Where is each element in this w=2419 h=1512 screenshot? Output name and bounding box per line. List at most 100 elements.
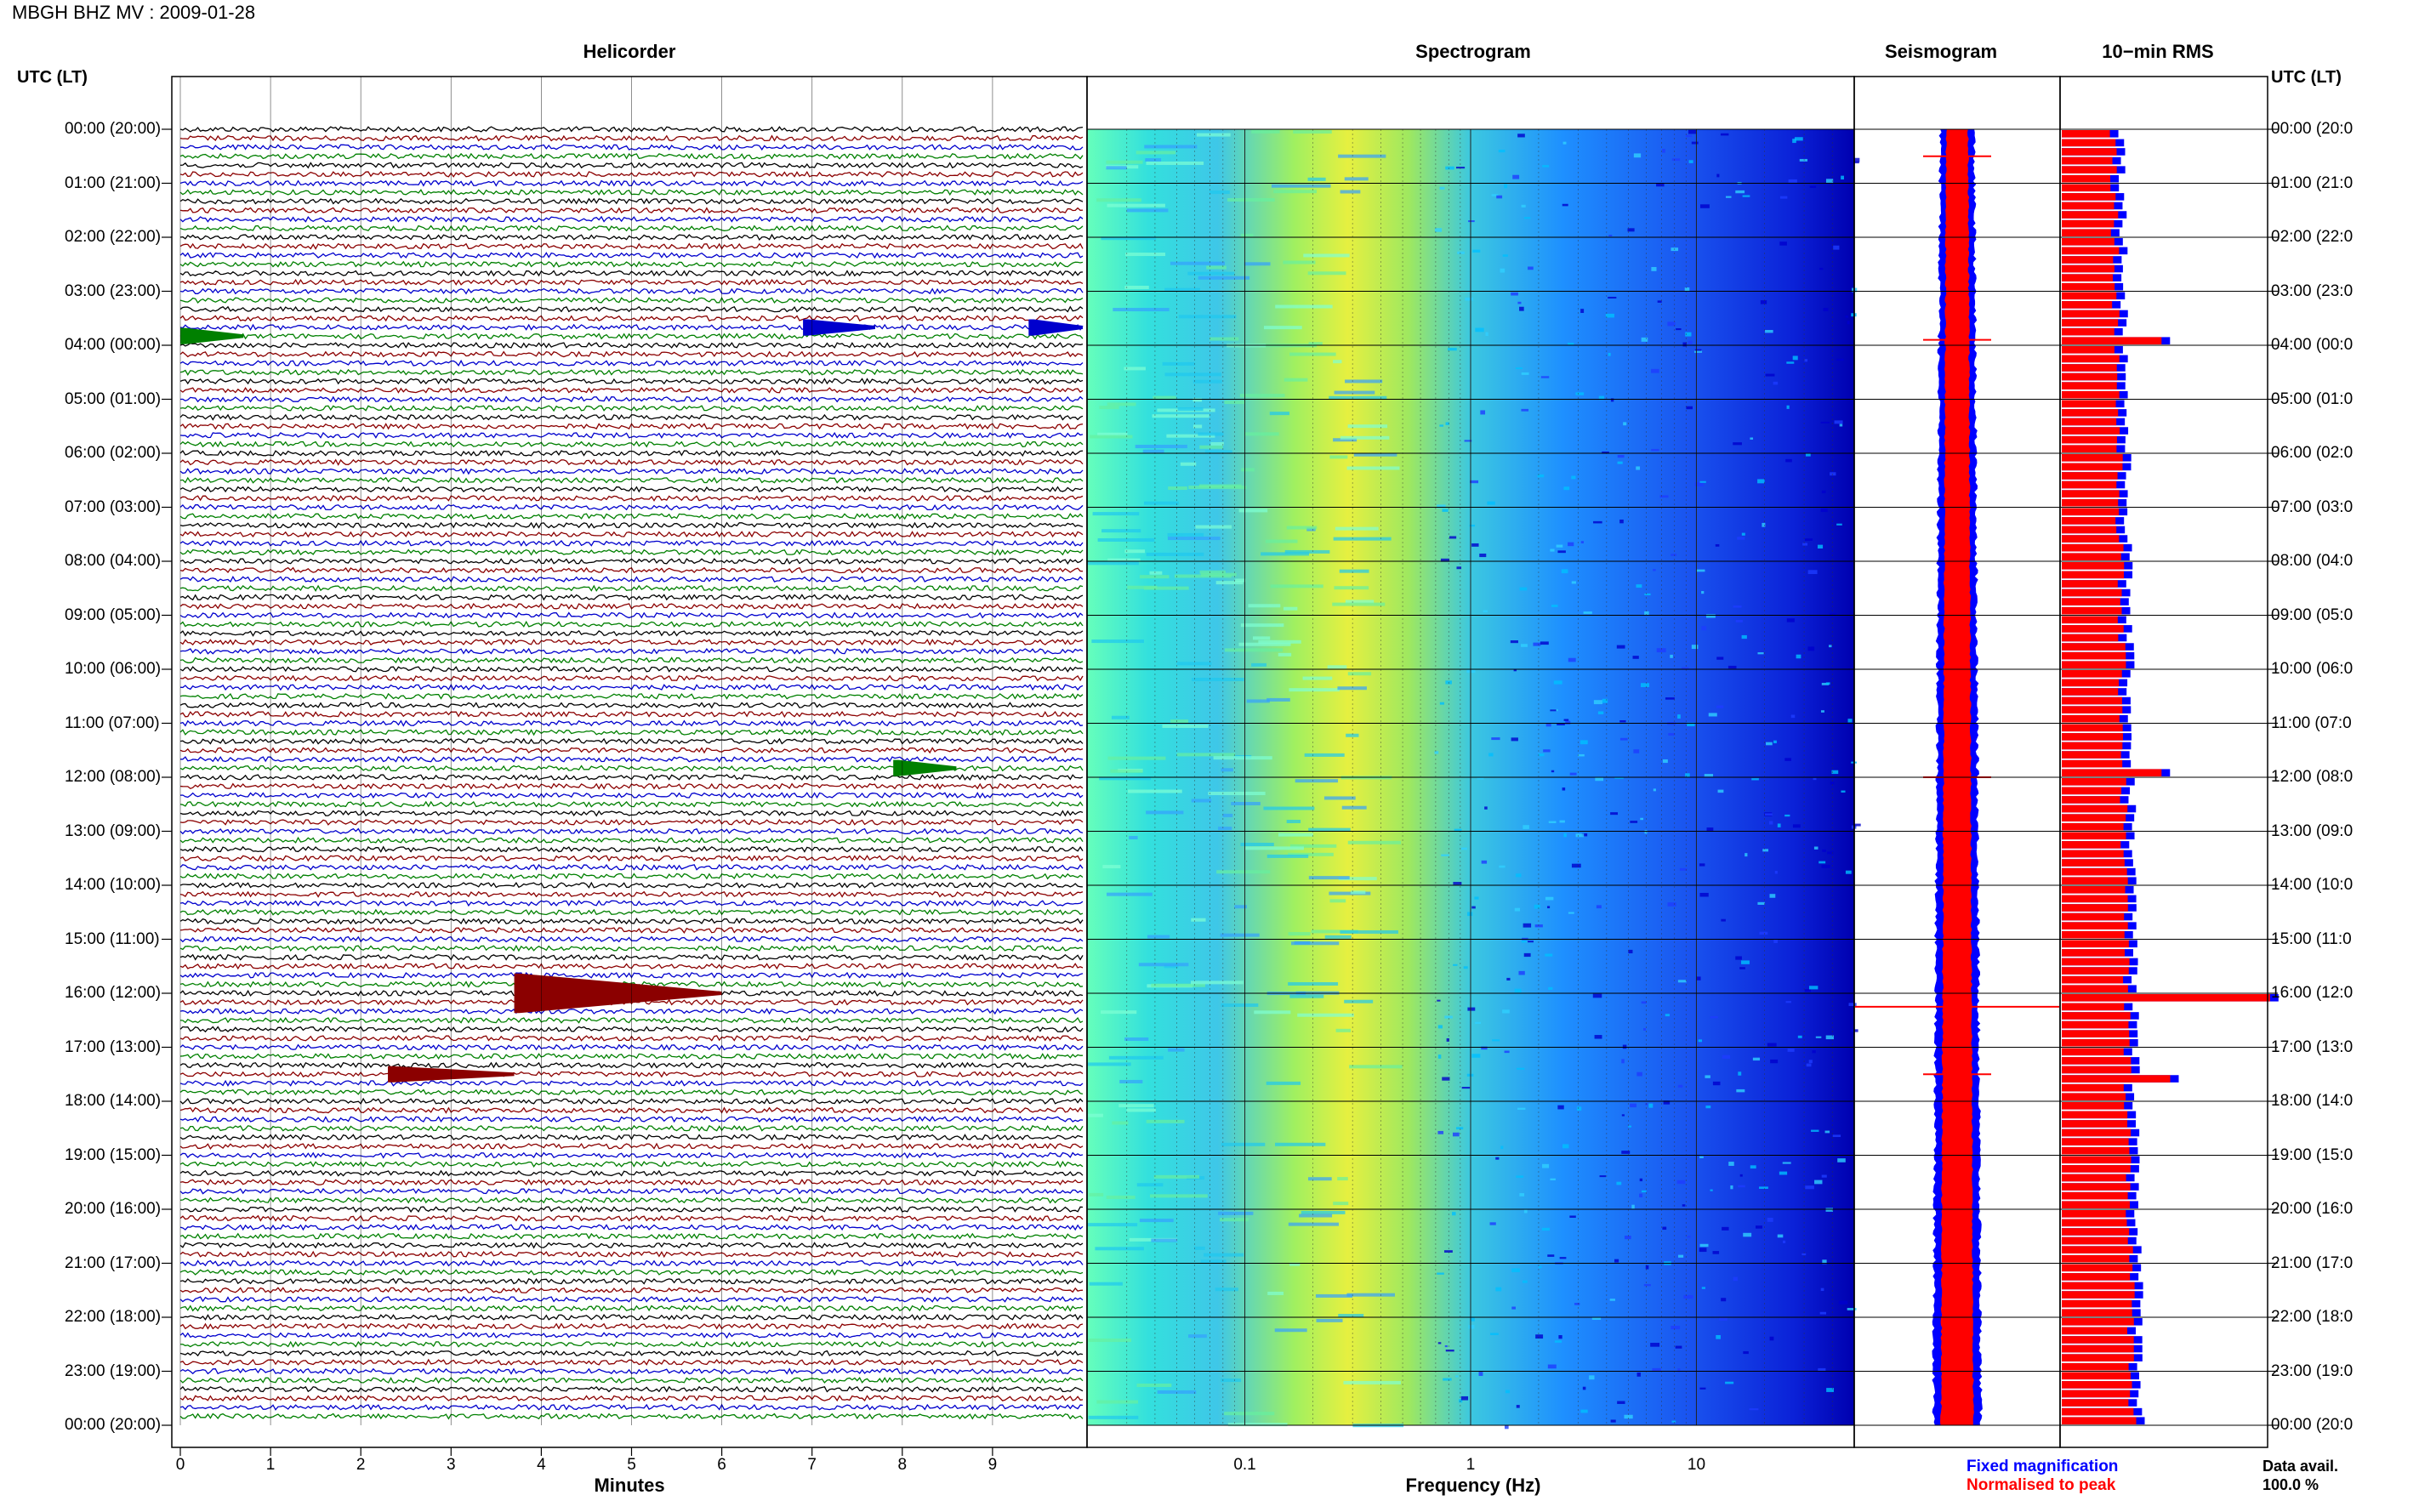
spectrogram-streak bbox=[1299, 1214, 1333, 1218]
spectrogram-streak bbox=[1204, 450, 1232, 454]
spectrogram-streak bbox=[1119, 1079, 1143, 1083]
spectrogram-speckle bbox=[1786, 361, 1795, 364]
rms-bar-normalised bbox=[2062, 930, 2125, 939]
spectrogram-streak bbox=[1275, 304, 1333, 309]
rms-bar-normalised bbox=[2062, 778, 2126, 786]
rms-bar-normalised bbox=[2062, 1318, 2134, 1326]
spectrogram-speckle bbox=[1453, 963, 1458, 966]
spectrogram-speckle bbox=[1701, 591, 1705, 594]
spectrogram-speckle bbox=[1557, 550, 1566, 554]
spectrogram-speckle bbox=[1540, 641, 1549, 645]
spectrogram-streak bbox=[1090, 435, 1133, 439]
rms-bar-normalised bbox=[2062, 841, 2121, 849]
spectrogram-speckle bbox=[1474, 896, 1479, 900]
spectrogram-speckle bbox=[1505, 1424, 1509, 1430]
time-label-left: 19:00 (15:00) bbox=[65, 1145, 162, 1164]
rms-bar-normalised bbox=[2062, 580, 2118, 588]
spectrogram-speckle bbox=[1491, 194, 1499, 196]
spectrogram-speckle bbox=[1542, 165, 1550, 168]
spectrogram-streak bbox=[1088, 1415, 1139, 1419]
spectrogram-streak bbox=[1097, 537, 1155, 542]
spectrogram-speckle bbox=[1805, 1185, 1814, 1190]
spectrogram-streak bbox=[1308, 876, 1350, 880]
spectrogram-speckle bbox=[1779, 242, 1787, 246]
spectrogram-speckle bbox=[1614, 1259, 1619, 1263]
spectrogram-speckle bbox=[1825, 1035, 1835, 1040]
rms-bar-normalised bbox=[2062, 588, 2122, 597]
spectrogram-streak bbox=[1166, 434, 1215, 438]
spectrogram-speckle bbox=[1667, 902, 1676, 907]
rms-bar-normalised bbox=[2062, 346, 2114, 354]
spectrogram-streak bbox=[1346, 733, 1359, 737]
rms-bar-normalised bbox=[2062, 796, 2120, 804]
rms-bar-normalised bbox=[2062, 958, 2130, 966]
rms-bar-normalised bbox=[2062, 390, 2120, 399]
rms-bar-normalised bbox=[2062, 625, 2124, 633]
spectrogram-speckle bbox=[1651, 448, 1659, 452]
spectrogram-streak bbox=[1164, 287, 1200, 292]
spectrogram-speckle bbox=[1760, 300, 1767, 304]
spectrogram-speckle bbox=[1557, 1105, 1564, 1110]
spectrogram-speckle bbox=[1485, 332, 1488, 337]
rms-bar-normalised bbox=[2062, 985, 2128, 992]
spectrogram-speckle bbox=[1565, 720, 1571, 725]
spectrogram-speckle bbox=[1481, 860, 1488, 864]
spectrogram-speckle bbox=[1542, 1163, 1550, 1168]
rms-bar-normalised bbox=[2062, 651, 2126, 660]
spectrogram-speckle bbox=[1682, 1204, 1686, 1207]
time-label-left: 06:00 (02:00) bbox=[65, 444, 162, 462]
spectrogram-speckle bbox=[1602, 451, 1609, 454]
spectrogram-streak bbox=[1288, 932, 1311, 936]
spectrogram-speckle bbox=[1636, 1071, 1642, 1077]
spectrogram-speckle bbox=[1687, 1236, 1691, 1238]
spectrogram-speckle bbox=[1651, 368, 1659, 373]
spectrogram-streak bbox=[1275, 1142, 1326, 1146]
spectrogram-streak bbox=[1347, 672, 1372, 676]
spectrogram-streak bbox=[1334, 390, 1375, 395]
time-label-right: 08:00 (04:0 bbox=[2271, 552, 2354, 570]
time-label-left: 00:00 (20:00) bbox=[65, 120, 162, 138]
rms-bar-normalised bbox=[2062, 409, 2119, 417]
spectrogram-speckle bbox=[1628, 1125, 1631, 1128]
spectrogram-speckle bbox=[1593, 700, 1603, 705]
spectrogram-speckle bbox=[1609, 1299, 1615, 1301]
spectrogram-speckle bbox=[1735, 190, 1745, 194]
rms-bar-normalised bbox=[2062, 238, 2114, 246]
spectrogram-speckle bbox=[1759, 1186, 1768, 1189]
spectrogram-speckle bbox=[1833, 245, 1840, 250]
spectrogram-streak bbox=[1315, 1293, 1353, 1298]
spectrogram-streak bbox=[1301, 1210, 1346, 1214]
spectrogram-streak bbox=[1286, 526, 1318, 530]
spectrogram-streak bbox=[1099, 776, 1152, 781]
spectrogram-streak bbox=[1124, 367, 1146, 371]
rms-bar-normalised bbox=[2062, 472, 2118, 480]
spectrogram-speckle bbox=[1837, 1158, 1846, 1162]
spectrogram-speckle bbox=[1796, 654, 1801, 659]
panel-frame bbox=[2059, 76, 2268, 1448]
spectrogram-streak bbox=[1334, 586, 1369, 590]
spectrogram-streak bbox=[1087, 1062, 1131, 1066]
spectrogram-speckle bbox=[1580, 309, 1585, 314]
spectrogram-streak bbox=[1124, 286, 1149, 290]
spectrogram-streak bbox=[1088, 1192, 1104, 1197]
rms-bar-normalised bbox=[2062, 247, 2120, 255]
spectrogram-speckle bbox=[1471, 906, 1476, 909]
spectrogram-speckle bbox=[1639, 1193, 1643, 1197]
spectrogram-speckle bbox=[1786, 618, 1795, 622]
spectrogram-speckle bbox=[1676, 1179, 1686, 1185]
spectrogram-speckle bbox=[1653, 788, 1656, 792]
spectrogram-speckle bbox=[1446, 1037, 1449, 1042]
spectrogram-speckle bbox=[1757, 901, 1765, 906]
spectrogram-speckle bbox=[1504, 1050, 1510, 1054]
spectrogram-speckle bbox=[1598, 395, 1605, 401]
spectrogram-speckle bbox=[1568, 542, 1574, 547]
rms-bar-normalised bbox=[2062, 400, 2116, 408]
rms-bar-normalised bbox=[2062, 1102, 2125, 1110]
spectrogram-speckle bbox=[1777, 1234, 1784, 1238]
spectrogram-speckle bbox=[1683, 1294, 1693, 1299]
spectrogram-speckle bbox=[1845, 315, 1848, 318]
spectrogram-speckle bbox=[1627, 228, 1635, 232]
spectrogram-speckle bbox=[1671, 158, 1681, 162]
rms-bar-normalised bbox=[2062, 1336, 2134, 1344]
spectrogram-streak bbox=[1333, 360, 1342, 364]
